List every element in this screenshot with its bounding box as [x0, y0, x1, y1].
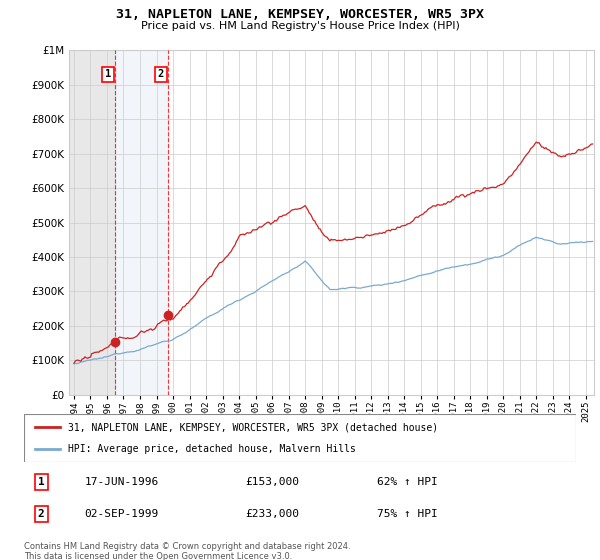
Text: Price paid vs. HM Land Registry's House Price Index (HPI): Price paid vs. HM Land Registry's House … — [140, 21, 460, 31]
Bar — [167, 50, 594, 395]
Text: 31, NAPLETON LANE, KEMPSEY, WORCESTER, WR5 3PX: 31, NAPLETON LANE, KEMPSEY, WORCESTER, W… — [116, 8, 484, 21]
Text: This data is licensed under the Open Government Licence v3.0.: This data is licensed under the Open Gov… — [24, 552, 292, 560]
Text: £153,000: £153,000 — [245, 477, 299, 487]
Text: 31, NAPLETON LANE, KEMPSEY, WORCESTER, WR5 3PX (detached house): 31, NAPLETON LANE, KEMPSEY, WORCESTER, W… — [68, 422, 438, 432]
Bar — [115, 50, 167, 395]
Text: 2: 2 — [38, 509, 44, 519]
Text: 17-JUN-1996: 17-JUN-1996 — [85, 477, 159, 487]
Text: 1: 1 — [38, 477, 44, 487]
Bar — [69, 50, 115, 395]
Text: 75% ↑ HPI: 75% ↑ HPI — [377, 509, 438, 519]
Text: Contains HM Land Registry data © Crown copyright and database right 2024.: Contains HM Land Registry data © Crown c… — [24, 542, 350, 551]
Text: £233,000: £233,000 — [245, 509, 299, 519]
Text: 2: 2 — [158, 69, 164, 80]
Text: 02-SEP-1999: 02-SEP-1999 — [85, 509, 159, 519]
Text: 62% ↑ HPI: 62% ↑ HPI — [377, 477, 438, 487]
Text: HPI: Average price, detached house, Malvern Hills: HPI: Average price, detached house, Malv… — [68, 444, 356, 454]
Text: 1: 1 — [105, 69, 111, 80]
Bar — [69, 50, 115, 395]
